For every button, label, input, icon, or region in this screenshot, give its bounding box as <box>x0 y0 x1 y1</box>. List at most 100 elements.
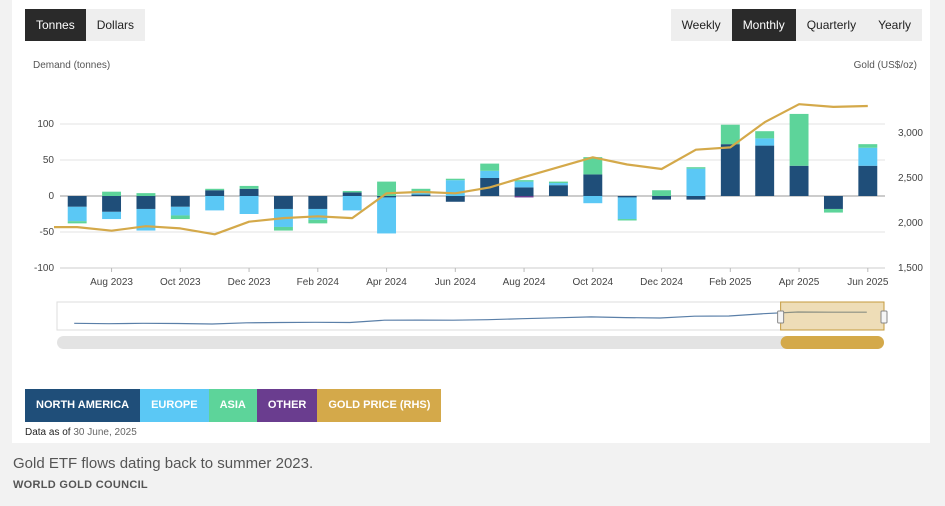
chart-card: Tonnes Dollars Weekly Monthly Quarterly … <box>12 0 930 443</box>
bar-asia-16[interactable] <box>617 219 637 221</box>
bar-north-america-0[interactable] <box>67 196 87 207</box>
bar-europe-15[interactable] <box>583 196 603 204</box>
bar-north-america-5[interactable] <box>239 188 259 196</box>
bar-north-america-13[interactable] <box>514 187 534 196</box>
gold-price-polyline[interactable] <box>54 103 868 236</box>
bar-north-america-22[interactable] <box>823 196 843 209</box>
bar-europe-16[interactable] <box>617 197 637 220</box>
bar-asia-3[interactable] <box>170 215 190 220</box>
y-tick-label: -50 <box>40 227 55 238</box>
frequency-toggle: Weekly Monthly Quarterly Yearly <box>670 9 922 41</box>
bar-asia-0[interactable] <box>67 221 87 224</box>
range-navigator[interactable] <box>56 301 888 349</box>
bar-north-america-18[interactable] <box>686 196 706 200</box>
x-tick-label: Apr 2024 <box>366 277 407 288</box>
bar-other-13[interactable] <box>514 196 534 198</box>
bar-asia-2[interactable] <box>136 193 156 196</box>
quarterly-button[interactable]: Quarterly <box>795 9 868 41</box>
bar-north-america-19[interactable] <box>720 144 740 196</box>
bar-north-america-3[interactable] <box>170 196 190 207</box>
legend-europe[interactable]: EUROPE <box>140 389 209 422</box>
bar-europe-13[interactable] <box>514 181 534 188</box>
bar-europe-8[interactable] <box>342 196 362 211</box>
bar-north-america-7[interactable] <box>308 196 328 209</box>
bar-north-america-21[interactable] <box>789 165 809 196</box>
bar-europe-23[interactable] <box>858 147 878 166</box>
scrollbar-track[interactable] <box>57 336 884 349</box>
bar-asia-8[interactable] <box>342 190 362 193</box>
yearly-button[interactable]: Yearly <box>867 9 922 41</box>
bar-europe-1[interactable] <box>102 211 122 220</box>
x-tick-label: Feb 2024 <box>297 277 340 288</box>
bar-europe-10[interactable] <box>411 193 431 195</box>
bar-europe-4[interactable] <box>205 196 225 211</box>
bar-north-america-8[interactable] <box>342 192 362 196</box>
bar-north-america-23[interactable] <box>858 165 878 196</box>
bar-asia-20[interactable] <box>755 131 775 139</box>
bar-north-america-20[interactable] <box>755 145 775 196</box>
bar-asia-13[interactable] <box>514 180 534 182</box>
bar-north-america-6[interactable] <box>273 196 293 209</box>
x-tick-label: Feb 2025 <box>709 277 752 288</box>
legend-other[interactable]: OTHER <box>256 389 318 422</box>
navigator-right-handle[interactable] <box>880 310 888 324</box>
navigator-series-line <box>74 311 867 325</box>
bar-asia-17[interactable] <box>652 190 672 196</box>
bar-series <box>67 113 878 234</box>
bar-asia-4[interactable] <box>205 188 225 191</box>
dollars-button[interactable]: Dollars <box>85 9 146 41</box>
bar-europe-2[interactable] <box>136 208 156 231</box>
monthly-button[interactable]: Monthly <box>731 9 796 41</box>
bar-asia-19[interactable] <box>720 124 740 145</box>
bar-asia-14[interactable] <box>548 181 568 184</box>
bar-asia-1[interactable] <box>102 191 122 196</box>
bar-north-america-2[interactable] <box>136 196 156 209</box>
scrollbar-thumb[interactable] <box>780 336 884 349</box>
bar-europe-3[interactable] <box>170 206 190 216</box>
x-tick-label: Aug 2023 <box>90 277 133 288</box>
y-tick-label: 50 <box>43 155 55 166</box>
weekly-button[interactable]: Weekly <box>670 9 732 41</box>
bar-asia-18[interactable] <box>686 167 706 169</box>
bar-asia-5[interactable] <box>239 185 259 189</box>
y-tick-label: 0 <box>48 191 54 202</box>
bar-europe-14[interactable] <box>548 183 568 186</box>
bar-north-america-1[interactable] <box>102 196 122 212</box>
bar-europe-7[interactable] <box>308 208 328 220</box>
bar-north-america-16[interactable] <box>617 196 637 198</box>
tonnes-button[interactable]: Tonnes <box>25 9 86 41</box>
y2-axis-title: Gold (US$/oz) <box>854 60 917 71</box>
y2-tick-label: 2,500 <box>898 173 923 184</box>
bar-asia-12[interactable] <box>480 163 500 171</box>
bar-europe-18[interactable] <box>686 168 706 196</box>
bar-north-america-14[interactable] <box>548 185 568 196</box>
bar-europe-9[interactable] <box>377 197 397 234</box>
bar-asia-21[interactable] <box>789 113 809 166</box>
as-of-date: 30 June, 2025 <box>73 427 137 438</box>
bar-north-america-10[interactable] <box>411 194 431 196</box>
bar-europe-0[interactable] <box>67 206 87 222</box>
bar-north-america-15[interactable] <box>583 174 603 196</box>
bar-asia-15[interactable] <box>583 157 603 175</box>
navigator-selection[interactable] <box>780 301 885 331</box>
bar-north-america-11[interactable] <box>445 196 465 202</box>
bar-north-america-17[interactable] <box>652 196 672 200</box>
legend: NORTH AMERICA EUROPE ASIA OTHER GOLD PRI… <box>25 389 442 422</box>
y-tick-label: 100 <box>37 119 54 130</box>
bar-asia-22[interactable] <box>823 208 843 213</box>
bar-north-america-9[interactable] <box>377 196 397 198</box>
data-as-of: Data as of 30 June, 2025 <box>25 427 137 438</box>
bar-europe-5[interactable] <box>239 196 259 214</box>
navigator-left-handle[interactable] <box>777 310 785 324</box>
legend-asia[interactable]: ASIA <box>208 389 257 422</box>
legend-north-america[interactable]: NORTH AMERICA <box>25 389 141 422</box>
bar-north-america-4[interactable] <box>205 190 225 196</box>
bar-asia-7[interactable] <box>308 219 328 224</box>
legend-gold-price[interactable]: GOLD PRICE (RHS) <box>317 389 442 422</box>
bar-asia-6[interactable] <box>273 226 293 231</box>
bar-asia-23[interactable] <box>858 144 878 148</box>
y2-tick-label: 2,000 <box>898 218 923 229</box>
bar-europe-20[interactable] <box>755 138 775 146</box>
bar-asia-11[interactable] <box>445 178 465 181</box>
bar-europe-12[interactable] <box>480 170 500 178</box>
